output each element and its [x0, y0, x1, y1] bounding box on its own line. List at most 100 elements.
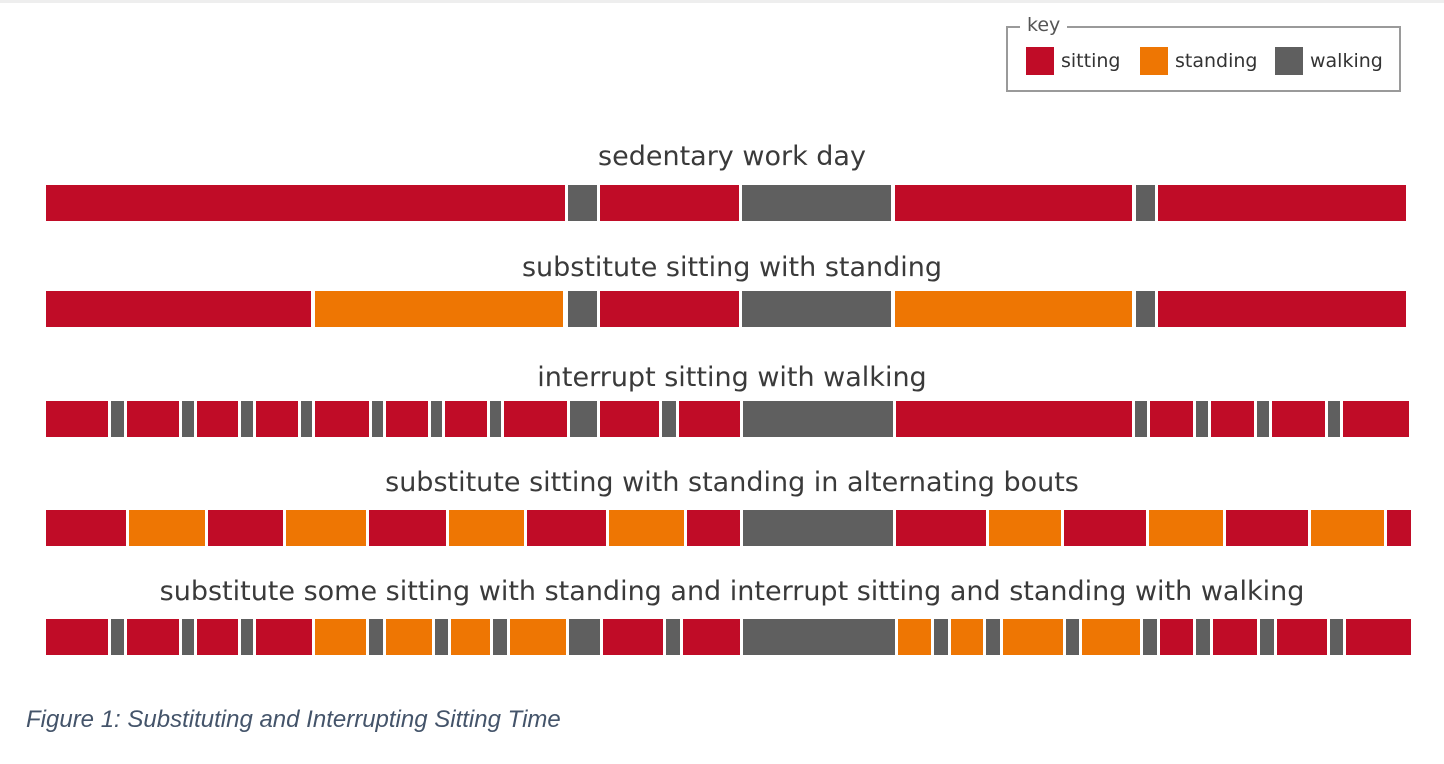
segment-walking: [934, 619, 948, 655]
segment-sitting: [600, 185, 739, 221]
segment-standing: [1082, 619, 1140, 655]
segment-standing: [1149, 510, 1223, 546]
legend-label-sitting: sitting: [1061, 50, 1121, 72]
segment-sitting: [46, 510, 126, 546]
legend-item-walking: walking: [1275, 46, 1383, 76]
segment-walking: [1136, 291, 1155, 327]
segment-walking: [493, 619, 507, 655]
segment-sitting: [1277, 619, 1327, 655]
segment-sitting: [386, 401, 428, 437]
segment-standing: [129, 510, 205, 546]
segment-sitting: [1158, 185, 1406, 221]
activity-row-5: [46, 619, 1411, 655]
segment-walking: [241, 401, 253, 437]
row-title-interrupt-walking: interrupt sitting with walking: [537, 362, 927, 393]
segment-walking: [568, 291, 597, 327]
row-title-sedentary: sedentary work day: [598, 141, 866, 172]
segment-standing: [386, 619, 432, 655]
segment-sitting: [1158, 291, 1406, 327]
top-divider: [0, 0, 1444, 3]
segment-sitting: [256, 401, 298, 437]
segment-sitting: [1387, 510, 1411, 546]
segment-walking: [1196, 401, 1208, 437]
segment-sitting: [197, 619, 238, 655]
activity-row-3: [46, 401, 1409, 437]
segment-sitting: [46, 401, 108, 437]
segment-standing: [315, 291, 563, 327]
segment-sitting: [600, 291, 739, 327]
activity-row-4: [46, 510, 1411, 546]
segment-walking: [1330, 619, 1343, 655]
segment-walking: [369, 619, 383, 655]
segment-sitting: [197, 401, 238, 437]
segment-walking: [569, 619, 600, 655]
segment-walking: [986, 619, 1000, 655]
segment-sitting: [600, 401, 659, 437]
segment-sitting: [1343, 401, 1409, 437]
segment-sitting: [369, 510, 446, 546]
segment-sitting: [504, 401, 567, 437]
segment-walking: [1196, 619, 1210, 655]
segment-walking: [568, 185, 597, 221]
segment-walking: [742, 291, 891, 327]
segment-walking: [570, 401, 597, 437]
segment-walking: [1066, 619, 1079, 655]
segment-standing: [510, 619, 566, 655]
segment-sitting: [679, 401, 740, 437]
segment-standing: [286, 510, 366, 546]
segment-sitting: [1160, 619, 1193, 655]
segment-sitting: [208, 510, 283, 546]
row-title-substitute-standing: substitute sitting with standing: [521, 252, 943, 283]
row-title-combined: substitute some sitting with standing an…: [159, 576, 1305, 607]
segment-standing: [989, 510, 1061, 546]
segment-standing: [895, 291, 1132, 327]
segment-walking: [301, 401, 312, 437]
segment-walking: [435, 619, 448, 655]
segment-walking: [743, 401, 893, 437]
activity-row-2: [46, 291, 1406, 327]
segment-sitting: [527, 510, 606, 546]
segment-walking: [1260, 619, 1274, 655]
segment-standing: [449, 510, 524, 546]
segment-walking: [182, 619, 194, 655]
segment-walking: [742, 185, 891, 221]
segment-walking: [1143, 619, 1157, 655]
segment-walking: [182, 401, 194, 437]
segment-sitting: [896, 510, 986, 546]
segment-standing: [609, 510, 684, 546]
segment-sitting: [603, 619, 663, 655]
segment-standing: [451, 619, 490, 655]
segment-walking: [1136, 185, 1155, 221]
segment-walking: [743, 510, 893, 546]
segment-standing: [1311, 510, 1384, 546]
legend-swatch-walking: [1275, 47, 1303, 75]
segment-sitting: [896, 401, 1132, 437]
segment-sitting: [127, 401, 179, 437]
segment-walking: [1328, 401, 1340, 437]
legend-label-walking: walking: [1310, 50, 1383, 72]
segment-sitting: [46, 291, 311, 327]
segment-walking: [372, 401, 383, 437]
legend-box: [1006, 26, 1401, 92]
segment-walking: [241, 619, 253, 655]
segment-sitting: [1211, 401, 1254, 437]
segment-walking: [1135, 401, 1147, 437]
legend-item-sitting: sitting: [1026, 46, 1120, 76]
segment-walking: [111, 401, 124, 437]
segment-sitting: [46, 185, 565, 221]
segment-walking: [743, 619, 895, 655]
segment-sitting: [127, 619, 179, 655]
segment-sitting: [1213, 619, 1257, 655]
segment-walking: [111, 619, 124, 655]
segment-sitting: [1064, 510, 1146, 546]
segment-sitting: [895, 185, 1132, 221]
legend-label-standing: standing: [1175, 50, 1258, 72]
legend-item-standing: standing: [1140, 46, 1257, 76]
segment-sitting: [687, 510, 740, 546]
segment-sitting: [683, 619, 740, 655]
legend-title: key: [1020, 13, 1068, 37]
segment-sitting: [46, 619, 108, 655]
segment-standing: [315, 619, 366, 655]
segment-walking: [666, 619, 680, 655]
